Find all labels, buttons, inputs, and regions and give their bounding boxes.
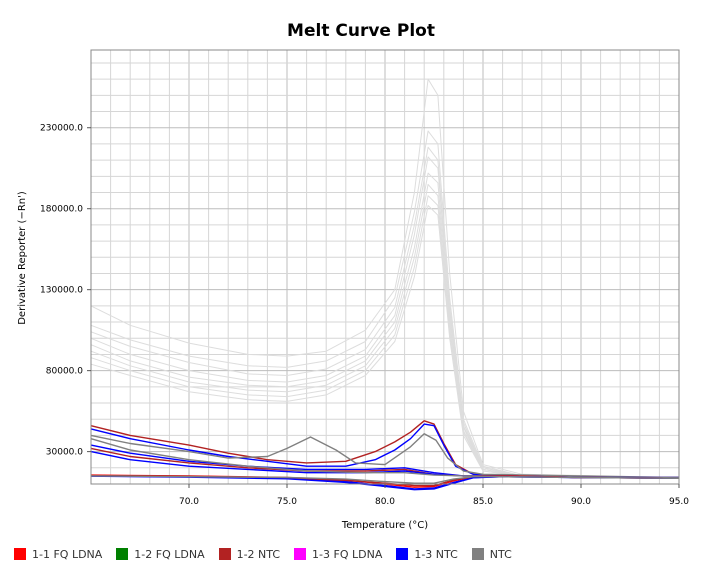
y-axis-ticks: 30000.0 80000.0 130000.0 180000.0 230000.0 <box>40 124 91 458</box>
series-line <box>90 172 680 478</box>
legend-label: 1-3 NTC <box>414 547 458 561</box>
series-line <box>90 433 680 479</box>
series-line <box>90 423 679 479</box>
grid-layer <box>90 50 680 485</box>
legend-swatch <box>14 548 26 560</box>
y-tick-label: 130000.0 <box>40 286 83 296</box>
series-line <box>90 78 680 478</box>
series-layer <box>90 78 680 491</box>
legend-swatch <box>218 548 231 560</box>
legend-label: 1-1 FQ LDNA <box>32 547 103 561</box>
y-tick-label: 30000.0 <box>46 448 83 458</box>
legend-item: 1-3 FQ LDNA <box>294 548 382 561</box>
chart-legend: 1-1 FQ LDNA 1-2 FQ LDNA 1-2 NTC 1-3 FQ LDNA… <box>14 545 526 563</box>
x-tick-label: 90.0 <box>571 497 591 507</box>
y-tick-label: 80000.0 <box>46 367 83 377</box>
legend-label: NTC <box>489 547 512 561</box>
series-line <box>90 156 680 478</box>
y-tick-label: 180000.0 <box>40 205 83 215</box>
x-tick-label: 80.0 <box>375 497 395 507</box>
legend-item: NTC <box>471 547 512 561</box>
x-tick-label: 85.0 <box>473 497 493 507</box>
series-line <box>90 130 680 478</box>
series-line <box>90 475 680 484</box>
x-axis-label: Temperature (°C) <box>341 520 428 531</box>
x-axis-ticks: 70.0 75.0 80.0 85.0 90.0 95.0 <box>179 484 689 507</box>
legend-swatch <box>294 548 307 560</box>
legend-item: 1-3 NTC <box>396 547 458 561</box>
legend-label: 1-3 FQ LDNA <box>312 547 383 561</box>
x-tick-label: 70.0 <box>179 497 199 507</box>
x-tick-label: 75.0 <box>277 497 297 507</box>
legend-item: 1-2 NTC <box>218 547 281 561</box>
legend-swatch <box>396 548 409 560</box>
legend-swatch <box>116 548 129 560</box>
series-line <box>90 146 680 478</box>
legend-swatch <box>471 548 484 560</box>
x-tick-label: 95.0 <box>669 497 689 507</box>
y-tick-label: 230000.0 <box>40 124 83 134</box>
legend-label: 1-2 NTC <box>236 547 281 561</box>
series-line <box>90 205 680 478</box>
y-axis-label: Derivative Reporter (−Rn') <box>17 191 28 325</box>
series-line <box>90 183 680 478</box>
chart-title: Melt Curve Plot <box>287 21 435 41</box>
legend-item: 1-1 FQ LDNA <box>14 548 102 561</box>
legend-label: 1-2 FQ LDNA <box>134 547 205 561</box>
legend-item: 1-2 FQ LDNA <box>116 547 205 561</box>
series-line <box>90 195 680 478</box>
